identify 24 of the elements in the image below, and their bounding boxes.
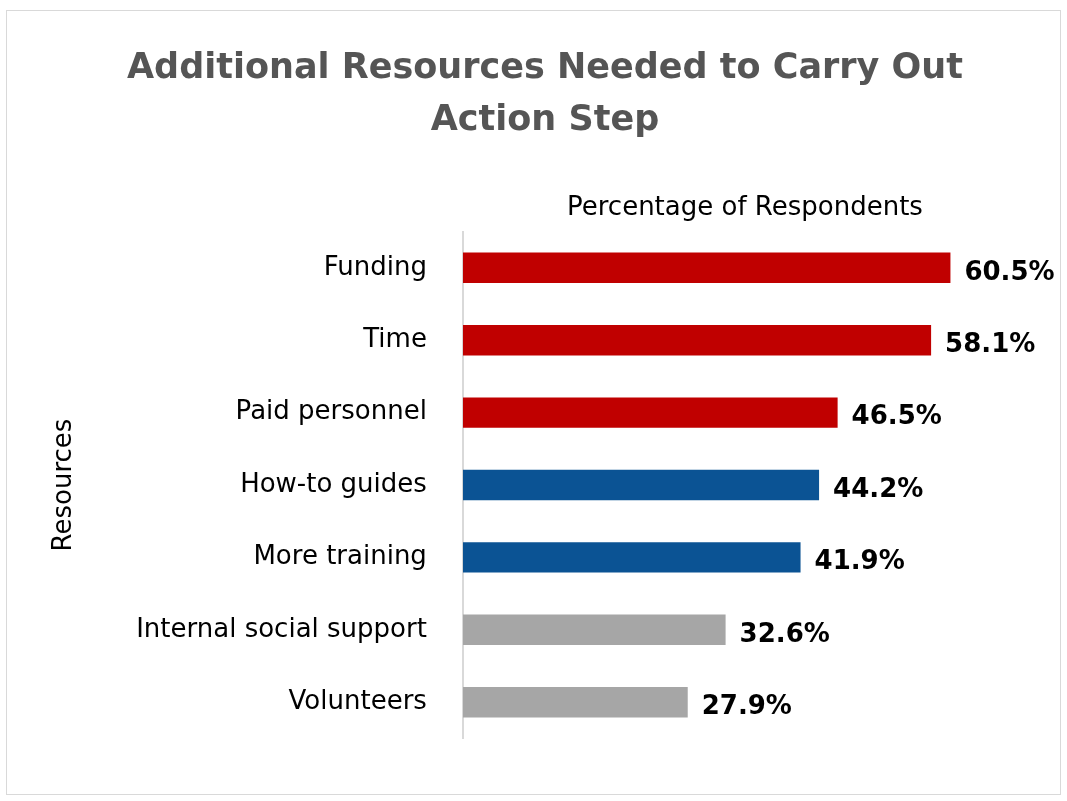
chart-title: Additional Resources Needed to Carry Out Action Step [126, 45, 964, 140]
y-tick-label: Internal social support [136, 612, 427, 643]
y-tick-label: Funding [323, 250, 427, 281]
bar [462, 614, 726, 645]
y-tick-label: Paid personnel [235, 395, 427, 426]
data-label: 60.5% [964, 255, 1055, 286]
y-axis-title: Resources [47, 418, 78, 552]
data-label: 27.9% [701, 689, 792, 720]
y-tick-label: More training [253, 540, 427, 571]
y-tick-label: Time [362, 322, 427, 353]
data-label: 32.6% [739, 617, 830, 648]
data-label: 58.1% [945, 327, 1036, 358]
bar [462, 397, 838, 428]
y-tick-label: How-to guides [240, 467, 427, 498]
bar [462, 542, 801, 573]
bar [462, 469, 820, 501]
bar [462, 687, 688, 718]
x-axis-title: Percentage of Respondents [566, 190, 923, 221]
data-label: 46.5% [851, 400, 942, 431]
y-tick-label: Volunteers [288, 684, 427, 715]
bar [462, 325, 932, 356]
data-label: 44.2% [833, 472, 924, 503]
bar [462, 252, 951, 283]
data-label: 41.9% [814, 545, 905, 576]
